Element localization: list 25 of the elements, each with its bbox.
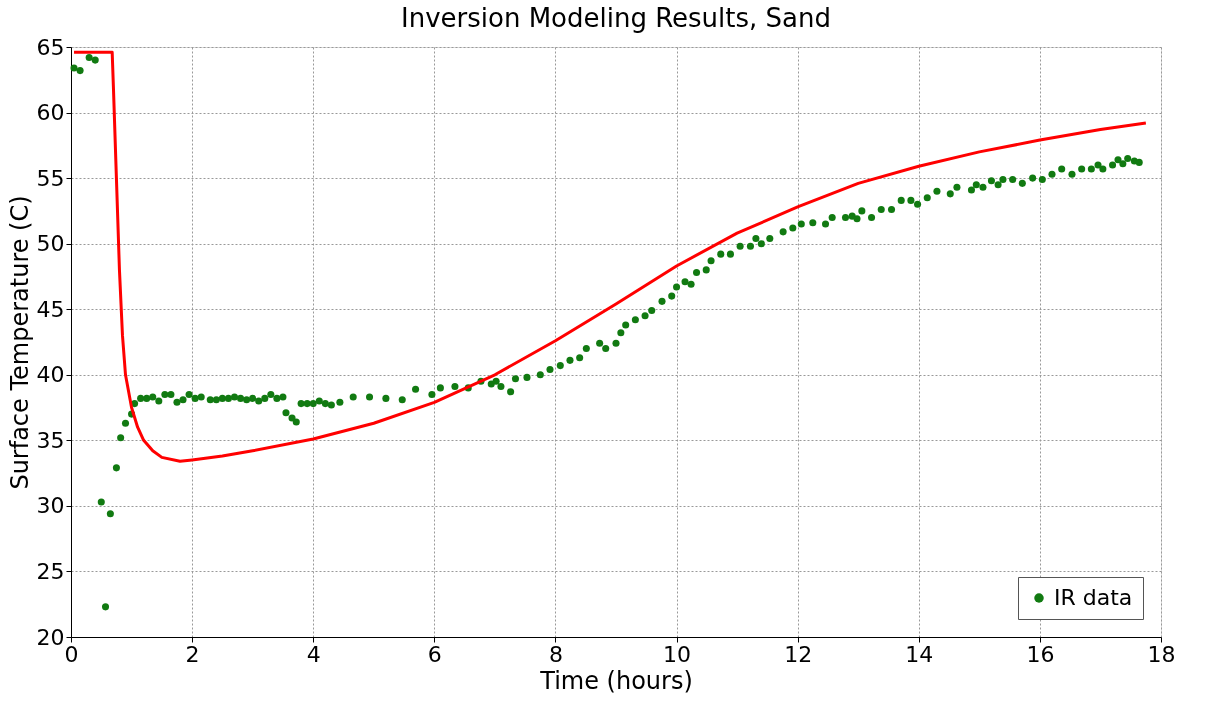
y-axis-title: Surface Temperature (C) [5,195,34,490]
chart-title: Inversion Modeling Results, Sand [400,3,832,33]
x-tick-label: 4 [306,641,321,667]
x-tick-label: 12 [784,641,813,667]
x-tick-label: 2 [185,641,200,667]
x-tick-label: 0 [64,641,79,667]
x-tick-label: 6 [427,641,442,667]
y-tick-label: 60 [36,100,65,126]
y-tick-label: 45 [36,296,65,322]
y-tick-label: 20 [36,624,65,650]
y-tick-label: 25 [36,558,65,584]
x-tick-label: 10 [663,641,692,667]
x-tick-label: 14 [905,641,934,667]
line-series [72,50,1148,463]
y-tick-label: 50 [36,231,65,257]
x-tick-label: 16 [1026,641,1055,667]
y-tick-label: 65 [36,34,65,60]
y-tick-label: 30 [36,493,65,519]
x-tick-label: 8 [548,641,563,667]
y-tick-label: 35 [36,427,65,453]
x-tick-label: 18 [1147,641,1176,667]
legend-label: IR data [1054,585,1133,610]
y-tick-label: 40 [36,362,65,388]
x-axis-title: Time (hours) [539,666,693,695]
y-tick-label: 55 [36,165,65,191]
